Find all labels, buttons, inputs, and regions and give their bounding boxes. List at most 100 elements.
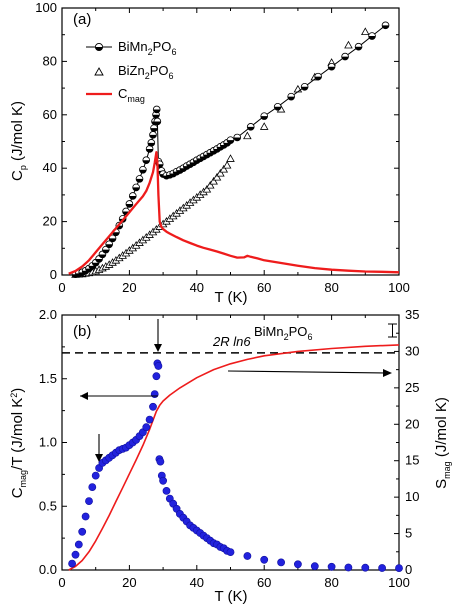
bimn-point-fill <box>95 258 103 263</box>
b-ytick-right-label: 20 <box>405 416 419 431</box>
cmag-t-point <box>154 362 163 370</box>
b-xtick-label: 0 <box>58 575 65 590</box>
a-ytick-label: 60 <box>43 107 57 122</box>
cmag-t-point <box>78 527 87 536</box>
bimn-point-fill <box>368 36 376 40</box>
legend-a: BiMn2PO6 BiZn2PO6 Cmag <box>86 39 176 104</box>
panel-b-series <box>68 344 403 572</box>
bimn-point-fill <box>233 137 241 141</box>
cmag-t-point <box>85 497 93 505</box>
panel-b-ylabel-left: Cmag/T (J/mol K2) <box>9 388 28 499</box>
b-ytick-right-label: 0 <box>405 562 412 577</box>
b-ytick-right-label: 15 <box>405 453 419 468</box>
b-ytick-left-label: 1.5 <box>39 371 57 386</box>
panel-a-label: (a) <box>73 11 91 28</box>
cmag-t-point <box>71 550 80 559</box>
a-xtick-label: 100 <box>388 280 410 295</box>
bimn-point-fill <box>105 244 113 248</box>
bimn-point-fill <box>146 148 154 153</box>
bizn-point <box>222 160 232 169</box>
a-ytick-label: 40 <box>43 160 57 175</box>
bimn-point-fill <box>149 134 157 139</box>
cmag-t-point <box>243 552 252 560</box>
bizn-point <box>202 184 212 193</box>
cmag-t-point <box>150 390 159 398</box>
bimn-point-fill <box>139 169 147 174</box>
bimn-point-fill <box>112 232 120 236</box>
bimn-point-fill <box>109 238 116 242</box>
bizn-point <box>226 154 235 162</box>
cmag-t-point <box>159 476 167 485</box>
error-bar-marker <box>388 323 397 338</box>
cmag-line <box>68 151 400 275</box>
panel-a-ylabel: Cp (J/mol K) <box>9 101 28 181</box>
bimn-point-fill <box>132 187 140 191</box>
cmag-t-point <box>378 564 386 572</box>
bimn-point-fill <box>247 126 255 131</box>
b-xtick-label: 100 <box>388 575 410 590</box>
bizn-point <box>209 176 218 185</box>
cmag-t-point <box>88 483 97 491</box>
a-xtick-label: 40 <box>190 280 204 295</box>
arrow-right-axis <box>227 370 389 374</box>
cmag-t-point <box>162 486 171 495</box>
cmag-t-point <box>149 402 157 411</box>
panel-b: 0 20 40 60 80 100 0.0 0.5 1.0 1.5 2.0 0 5 10 15 20 25 30 3… <box>9 307 452 605</box>
cmag-t-point <box>145 415 154 424</box>
b-ytick-left-label: 0.5 <box>39 498 57 513</box>
cmag-t-point <box>260 555 269 564</box>
reference-line-label: 2R ln6 <box>212 334 251 349</box>
bimn-point-fill <box>92 262 100 267</box>
cmag-t-point <box>142 423 151 432</box>
bimn-point-fill <box>126 203 133 208</box>
panel-b-ylabel-right: Smag (J/mol K) <box>433 397 452 489</box>
bimn-point-fill <box>129 195 137 200</box>
cmag-t-point <box>344 563 353 572</box>
b-ytick-left-label: 2.0 <box>39 307 57 322</box>
bimn-point-fill <box>152 114 160 119</box>
bimn-point-fill <box>260 116 268 120</box>
arrow-left-axis-head <box>80 392 88 400</box>
a-ytick-label: 20 <box>43 214 57 229</box>
bizn-point <box>216 168 225 177</box>
bimn-point-fill <box>223 142 231 147</box>
bimn-point-fill <box>153 109 161 113</box>
panel-a-ticks: 0 20 40 60 80 100 0 20 40 60 80 100 <box>35 0 410 295</box>
bimn-point-fill <box>88 265 96 270</box>
bimn-point-fill <box>85 268 93 272</box>
b-xtick-label: 20 <box>122 575 136 590</box>
legend-bizn-label: BiZn2PO6 <box>118 63 174 81</box>
bimn-point-fill <box>382 25 389 29</box>
panel-b-label: (b) <box>73 323 91 340</box>
bimn-point-fill <box>153 121 161 125</box>
bizn-point <box>243 131 252 140</box>
legend-bimn-marker-fill <box>95 47 103 51</box>
legend-bimn-label: BiMn2PO6 <box>118 39 176 57</box>
bimn-point-fill <box>314 76 322 81</box>
bizn-point <box>361 27 370 36</box>
arrow-down-shoulder-head <box>95 454 103 462</box>
cmag-t-point <box>81 512 90 521</box>
bimn-point-fill <box>287 96 295 101</box>
bimn-point-fill <box>142 160 150 164</box>
bizn-point <box>219 164 229 173</box>
b-ytick-left-label: 1.0 <box>39 435 57 450</box>
bimn-point-fill <box>136 178 143 183</box>
cmag-t-point <box>361 563 370 572</box>
b-ytick-right-label: 25 <box>405 380 419 395</box>
a-ytick-label: 80 <box>43 53 57 68</box>
a-xtick-label: 0 <box>58 280 65 295</box>
arrow-right-axis-head <box>383 369 392 377</box>
cmag-t-point <box>327 562 336 571</box>
bimn-point-fill <box>328 66 335 71</box>
a-ytick-label: 0 <box>50 267 57 282</box>
cmag-t-point <box>293 560 302 569</box>
bimn-point-fill <box>147 142 155 147</box>
panel-a-xlabel: T (K) <box>214 289 247 306</box>
bizn-point <box>344 40 353 49</box>
cmag-t-point <box>277 558 285 567</box>
bimn-point-fill <box>227 140 234 144</box>
cmag-t-point <box>395 564 403 572</box>
cmag-t-point <box>152 372 161 381</box>
